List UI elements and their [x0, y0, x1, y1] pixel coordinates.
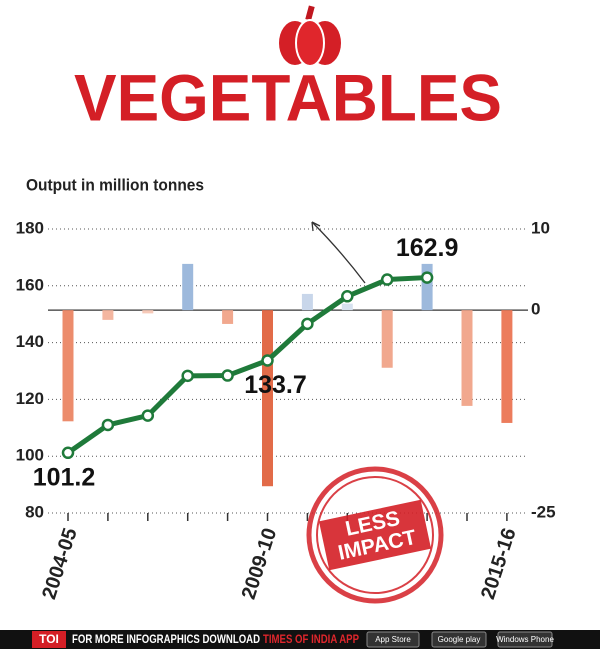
- y2-tick-label: -25: [531, 502, 556, 521]
- line-marker: [61, 446, 75, 460]
- chart-title: VEGETABLES: [74, 60, 502, 134]
- y-tick-label: 80: [25, 502, 44, 521]
- line-marker: [181, 369, 194, 383]
- store-badge[interactable]: [366, 631, 420, 648]
- brand-box: [32, 631, 66, 648]
- value-label: 101.2: [33, 463, 96, 491]
- footer-brand: TOI: [39, 632, 59, 646]
- line-marker: [420, 271, 434, 284]
- stamp: LESSIMPACT: [306, 466, 444, 604]
- bar: [421, 263, 433, 311]
- footer-app: TIMES OF INDIA APP: [263, 632, 359, 646]
- x-tick-label: 2015-16: [477, 525, 521, 602]
- value-label: 162.9: [396, 234, 459, 262]
- line-marker: [261, 354, 274, 367]
- store-badge[interactable]: [431, 631, 487, 648]
- bar: [142, 310, 154, 314]
- store-label[interactable]: App Store: [375, 635, 411, 644]
- annotation-arrow: [311, 221, 366, 284]
- store-label[interactable]: Windows Phone: [496, 635, 554, 644]
- bar: [262, 310, 273, 487]
- value-label: 133.7: [244, 371, 307, 399]
- bar: [461, 310, 473, 406]
- line-marker: [221, 369, 234, 382]
- line-marker: [101, 418, 115, 432]
- bar: [381, 310, 393, 368]
- y2-tick-label: 0: [531, 300, 540, 319]
- bar: [62, 310, 74, 422]
- line-marker: [341, 290, 354, 303]
- y-tick-label: 120: [16, 389, 44, 408]
- bar: [501, 310, 513, 423]
- chart-subtitle: Output in million tonnes: [26, 175, 204, 194]
- y2-tick-label: 10: [531, 218, 550, 237]
- y-tick-label: 160: [16, 275, 44, 294]
- line-marker: [301, 317, 314, 331]
- line-marker: [141, 409, 155, 422]
- y-tick-label: 100: [16, 446, 44, 465]
- y-tick-label: 140: [16, 332, 44, 351]
- store-label[interactable]: Google play: [438, 635, 481, 644]
- footer-text: FOR MORE INFOGRAPHICS DOWNLOAD: [72, 632, 260, 646]
- line-marker: [380, 273, 394, 286]
- bar: [222, 310, 234, 324]
- line: [66, 275, 428, 455]
- pumpkin-icon: [279, 5, 341, 67]
- bar: [301, 293, 313, 311]
- bar: [102, 310, 114, 320]
- bar: [341, 303, 353, 311]
- x-tick-label: 2009-10: [238, 525, 282, 602]
- bar: [182, 263, 194, 311]
- store-badge[interactable]: [497, 631, 553, 648]
- x-tick-label: 2004-05: [38, 525, 82, 602]
- y-tick-label: 180: [16, 218, 44, 237]
